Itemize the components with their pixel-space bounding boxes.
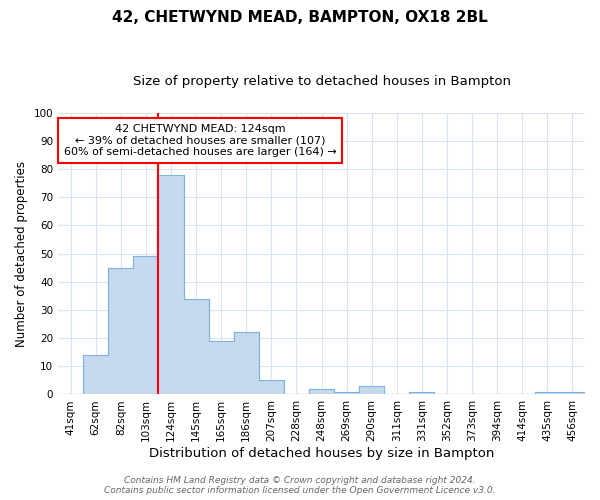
Text: Contains HM Land Registry data © Crown copyright and database right 2024.
Contai: Contains HM Land Registry data © Crown c… [104,476,496,495]
Y-axis label: Number of detached properties: Number of detached properties [15,160,28,346]
Text: 42, CHETWYND MEAD, BAMPTON, OX18 2BL: 42, CHETWYND MEAD, BAMPTON, OX18 2BL [112,10,488,25]
X-axis label: Distribution of detached houses by size in Bampton: Distribution of detached houses by size … [149,447,494,460]
Text: 42 CHETWYND MEAD: 124sqm
← 39% of detached houses are smaller (107)
60% of semi-: 42 CHETWYND MEAD: 124sqm ← 39% of detach… [64,124,337,157]
Title: Size of property relative to detached houses in Bampton: Size of property relative to detached ho… [133,75,511,88]
